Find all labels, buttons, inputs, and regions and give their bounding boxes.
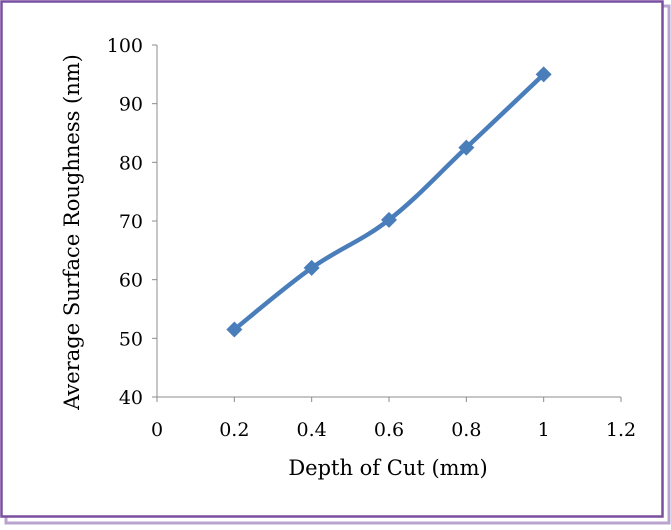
y-tick-label: 80 [119,152,143,174]
x-tick-label: 0.6 [374,419,404,441]
data-point-marker [535,66,552,83]
x-tick-label: 1.2 [606,419,636,441]
y-axis-label: Average Surface Roughness (nm) [60,54,84,411]
data-point-marker [458,139,475,156]
axes [152,44,622,402]
y-tick-label: 60 [119,270,143,292]
data-point-marker [381,211,397,228]
y-tick-label: 100 [107,35,143,57]
data-point-marker [226,321,243,338]
frame-border [0,0,664,518]
x-tick-label: 0.8 [451,419,481,441]
y-tick-label: 90 [119,94,143,116]
tick-labels: 40 50 60 70 80 90 100 0 0.2 0.4 0.6 0.8 1 1.2 [107,35,636,441]
y-tick-label: 50 [119,328,143,350]
x-tick-label: 0.4 [297,419,327,441]
x-tick-label: 0 [151,419,163,441]
x-tick-label: 1 [538,419,550,441]
y-tick-label: 70 [119,211,143,233]
x-axis-label: Depth of Cut (mm) [288,456,487,480]
plot-area [226,66,552,338]
x-tick-label: 0.2 [219,419,249,441]
data-point-marker [303,259,320,276]
y-tick-label: 40 [119,387,143,409]
